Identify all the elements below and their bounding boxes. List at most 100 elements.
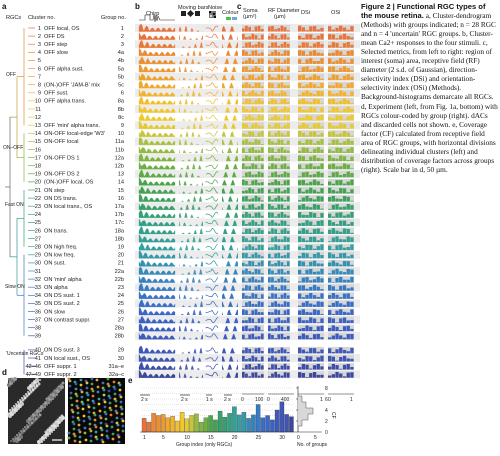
metric-bar [280,109,284,113]
metric-bar [277,93,281,97]
metric-bar [316,363,320,370]
metric-bar [309,198,313,202]
metric-bar [257,347,261,354]
metric-bar [298,212,302,218]
metric-bar [286,205,290,210]
metric-bar [331,374,335,378]
cluster-rows: 1 OFF local, OS 12 OFF DS 23 OFF step 34 OFF sl… [25,23,360,379]
cell-dot [53,429,55,431]
metric-background [242,300,264,307]
metric-bar [257,197,261,202]
metric-bar [298,176,302,178]
metric-background [268,97,290,105]
metric-bar [271,26,274,32]
metric-bar [254,304,258,307]
metric-bar [312,43,317,48]
metric-bar [339,318,343,324]
group-number: 28b [115,334,124,340]
metric-bar [339,51,343,56]
metric-bar [312,360,317,362]
panel-e-chart: 1 5 10 15 20 25 30 Group index (only RGCs) 024… [140,386,336,448]
metric-bar [320,238,324,243]
metric-bar [342,188,347,194]
metric-background [242,81,264,89]
metric-bar [305,171,309,178]
metric-bar [339,239,343,243]
group-number: 12b [115,164,124,170]
metric-bar [280,262,284,267]
cell-dot [19,399,21,401]
metric-bar [286,289,290,291]
metric-bar [331,270,335,275]
metric-bar [316,310,320,315]
metric-bar [301,297,305,299]
cell-dot [46,404,48,406]
metric-bar [331,157,335,162]
metric-bar [342,261,347,267]
noise-scale: 1 s [206,397,213,403]
rgc-dot [106,377,110,381]
metric-bar [274,87,277,89]
e-xticks: 1 5 10 15 20 25 30 [143,435,285,441]
cell-dot [22,428,24,430]
metric-bar [316,252,320,259]
metric-bar [350,372,354,378]
dsi-tick-1: 1 [320,397,323,403]
e-ytick: 8 [325,386,328,392]
cluster-name: ON DS sust. 2 [44,301,80,307]
metric-bar [271,237,274,243]
metric-bar [251,310,255,315]
moving-bar-trace [179,171,203,178]
metric-bar [328,34,332,40]
metric-bar [342,151,347,153]
moving-bar-trace [179,90,203,97]
metric-background [242,154,264,162]
metric-bar [342,239,347,243]
metric-bar [301,277,305,283]
cell-dot [47,435,49,437]
metric-bar [305,253,309,259]
metric-bar [248,328,251,332]
metric-background [298,41,324,48]
metric-bar [339,207,343,210]
metric-bar [251,147,255,153]
metric-bar [277,66,281,72]
metric-bar [242,148,245,153]
metric-bar [331,352,335,354]
metric-bar [328,348,332,354]
metric-bar [271,135,274,137]
metric-bar [242,102,245,105]
moving-bar-trace [179,325,203,332]
metric-bar [280,147,284,153]
chirp-trace [138,80,176,89]
metric-bar [342,91,347,97]
metric-bar [277,188,281,194]
cluster-number: 16 [35,147,41,153]
cluster-row: 10 OFF alpha trans. 8a [35,96,354,105]
metric-bar [257,171,261,178]
metric-bar [350,189,354,194]
rgc-dot [113,392,117,396]
metric-bar [251,220,255,226]
metric-bar [283,69,287,72]
metric-bar [245,51,248,56]
metric-background [298,227,324,235]
metric-bar [257,82,261,89]
rgc-dot [99,416,103,420]
metric-bar [260,144,264,145]
metric-bar [298,117,302,121]
metric-bar [268,231,271,234]
cluster-row: 41 ON local sust., OS 30 [35,353,360,363]
metric-background [328,162,354,170]
metric-background [242,363,264,370]
metric-bar [312,179,317,186]
metric-bar [257,155,261,162]
rgc-dot [95,437,99,441]
metric-bar [328,110,332,113]
metric-bar [260,100,264,105]
metric-bar [257,301,261,307]
metric-bar [257,326,261,332]
metric-bar [277,103,281,105]
metric-bar [346,301,350,307]
metric-bar [283,163,287,170]
